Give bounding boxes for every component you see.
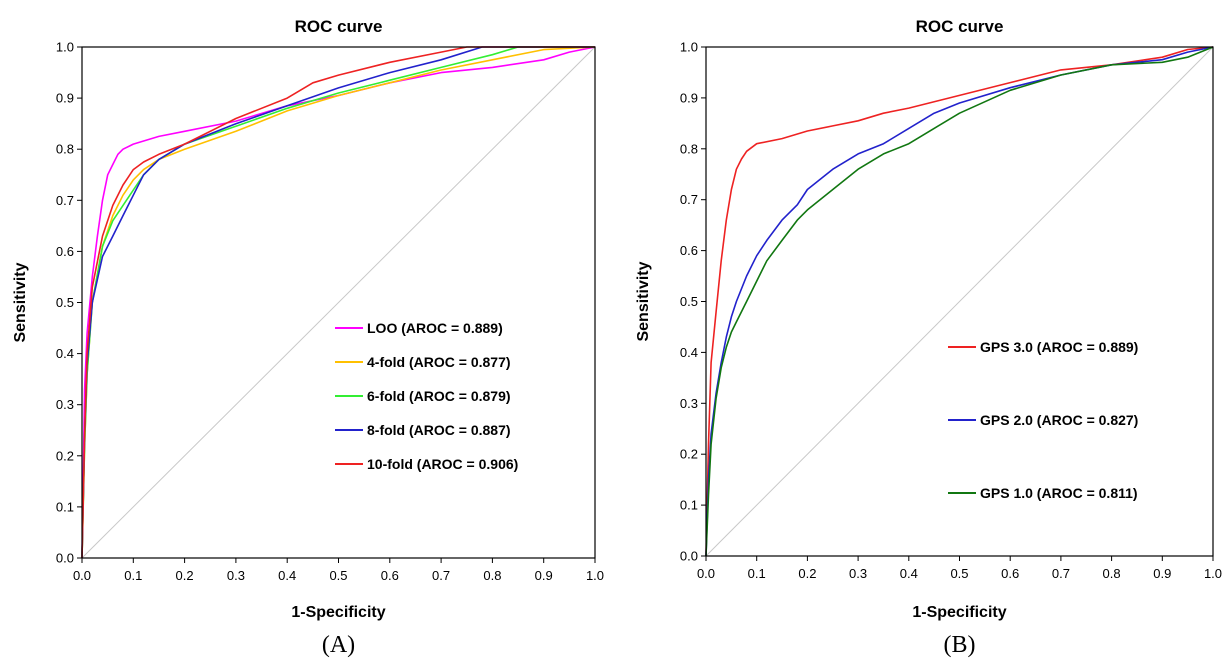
y-tick-label: 1.0	[680, 40, 698, 55]
x-tick-label: 0.4	[900, 566, 918, 581]
x-tick-label: 1.0	[586, 568, 604, 583]
legend-label-1: GPS 3.0 (AROC = 0.889)	[980, 339, 1138, 355]
legend-label-4: 8-fold (AROC = 0.887)	[367, 422, 511, 438]
legend-label-5: 10-fold (AROC = 0.906)	[367, 456, 518, 472]
panel-label: (A)	[322, 632, 355, 658]
y-tick-label: 0.8	[56, 142, 74, 157]
legend-label-1: LOO (AROC = 0.889)	[367, 320, 503, 336]
y-tick-label: 0.7	[56, 193, 74, 208]
legend-label-3: GPS 1.0 (AROC = 0.811)	[980, 485, 1138, 501]
reference-diagonal	[81, 46, 596, 559]
chart-title: ROC curve	[916, 17, 1004, 36]
chart-panel-2: ROC curve 0.0 0.1 0.2 0.3 0.4 0.5 0.6 0.7 0.8 0.9 1…	[635, 17, 1222, 658]
y-tick-label: 0.6	[680, 243, 698, 258]
y-tick-label: 0.4	[56, 346, 74, 361]
reference-diagonal	[705, 46, 1214, 557]
legend-label-3: 6-fold (AROC = 0.879)	[367, 388, 511, 404]
legend: LOO (AROC = 0.889) 4-fold (AROC = 0.877) 6…	[335, 320, 518, 472]
x-tick-label: 0.2	[176, 568, 194, 583]
y-tick-label: 0.6	[56, 244, 74, 259]
x-tick-label: 0.1	[124, 568, 142, 583]
series-line-1	[705, 46, 1214, 557]
y-tick-label: 0.4	[680, 345, 698, 360]
y-tick-label: 0.0	[680, 549, 698, 564]
x-tick-label: 0.0	[697, 566, 715, 581]
y-tick-label: 0.9	[56, 91, 74, 106]
x-tick-label: 0.5	[950, 566, 968, 581]
legend-label-2: GPS 2.0 (AROC = 0.827)	[980, 412, 1138, 428]
y-tick-label: 1.0	[56, 40, 74, 55]
x-tick-label: 0.7	[1052, 566, 1070, 581]
series-line-1	[81, 46, 596, 559]
legend-label-2: 4-fold (AROC = 0.877)	[367, 354, 511, 370]
y-axis-label: Sensitivity	[635, 261, 652, 341]
series-line-4	[81, 46, 595, 559]
series-line-5	[81, 46, 595, 559]
x-tick-label: 0.5	[329, 568, 347, 583]
x-axis-label: 1-Specificity	[291, 604, 385, 621]
x-tick-label: 0.8	[483, 568, 501, 583]
chart-panel-1: ROC curve 0.0 0.1 0.2 0.3 0.4 0.5 0.6 0.7 0.8 0.9 1…	[12, 17, 604, 658]
x-tick-label: 1.0	[1204, 566, 1222, 581]
y-axis-label: Sensitivity	[12, 262, 29, 342]
x-tick-label: 0.9	[535, 568, 553, 583]
y-tick-label: 0.3	[56, 397, 74, 412]
y-tick-label: 0.2	[56, 448, 74, 463]
y-tick-label: 0.7	[680, 192, 698, 207]
x-tick-label: 0.8	[1103, 566, 1121, 581]
panel-label: (B)	[944, 632, 976, 658]
y-tick-label: 0.1	[56, 499, 74, 514]
x-tick-label: 0.6	[381, 568, 399, 583]
x-tick-label: 0.7	[432, 568, 450, 583]
y-tick-label: 0.9	[680, 90, 698, 105]
y-tick-label: 0.0	[56, 551, 74, 566]
x-axis-label: 1-Specificity	[912, 604, 1006, 621]
chart-title: ROC curve	[295, 17, 383, 36]
y-tick-label: 0.1	[680, 498, 698, 513]
x-tick-label: 0.2	[798, 566, 816, 581]
y-tick-label: 0.2	[680, 447, 698, 462]
x-tick-label: 0.1	[748, 566, 766, 581]
x-tick-label: 0.3	[227, 568, 245, 583]
x-tick-label: 0.0	[73, 568, 91, 583]
y-tick-label: 0.8	[680, 141, 698, 156]
series-line-3	[705, 46, 1214, 557]
y-tick-label: 0.5	[56, 295, 74, 310]
y-tick-label: 0.3	[680, 396, 698, 411]
x-tick-label: 0.6	[1001, 566, 1019, 581]
x-tick-label: 0.9	[1153, 566, 1171, 581]
y-tick-label: 0.5	[680, 294, 698, 309]
legend: GPS 3.0 (AROC = 0.889) GPS 2.0 (AROC = 0.…	[948, 339, 1138, 501]
x-tick-label: 0.3	[849, 566, 867, 581]
x-tick-label: 0.4	[278, 568, 296, 583]
